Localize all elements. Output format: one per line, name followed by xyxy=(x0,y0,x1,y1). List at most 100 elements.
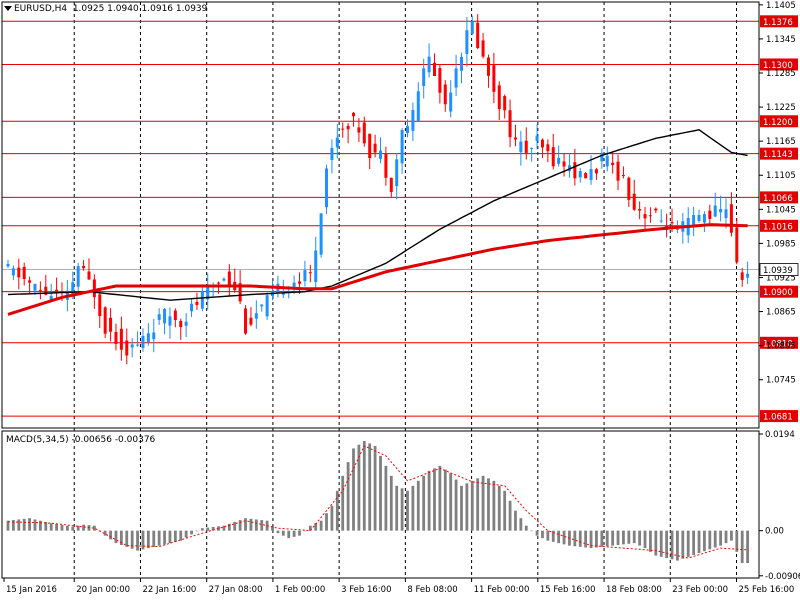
macd-histogram-bar xyxy=(22,518,26,531)
macd-histogram-bar xyxy=(708,530,712,550)
candle-body xyxy=(6,263,10,267)
macd-histogram-bar xyxy=(125,530,129,547)
time-tick-label: 15 Feb 16:00 xyxy=(540,585,596,595)
candle-body xyxy=(719,208,723,213)
level-tag xyxy=(760,410,798,423)
price-axis: 1.1376 1.1300 1.1200 1.1143 1.1066 1.1016 1.09… xyxy=(759,1,800,582)
macd-histogram-bar xyxy=(535,530,539,536)
candle-body xyxy=(422,68,426,86)
candle-body xyxy=(254,313,258,319)
macd-histogram-bar xyxy=(82,524,85,531)
macd-histogram-bar xyxy=(330,505,334,531)
candle-body xyxy=(109,317,113,332)
macd-histogram-bar xyxy=(141,530,145,550)
candle-body xyxy=(184,321,188,326)
candle-body xyxy=(125,340,129,356)
symbol-header: EURUSD,H4 1.0925 1.0940 1.0916 1.0939 xyxy=(14,4,208,14)
macd-histogram-bar xyxy=(622,530,625,545)
macd-header: MACD(5,34,5) -0.00656 -0.00376 xyxy=(6,435,156,445)
time-axis: 15 Jan 2016 20 Jan 00:00 22 Jan 16:00 27 Ja… xyxy=(3,578,794,595)
candle-body xyxy=(82,265,86,269)
macd-histogram-bar xyxy=(443,469,447,531)
macd-histogram-bar xyxy=(346,462,350,531)
macd-histogram-bar xyxy=(643,530,647,549)
candle-body xyxy=(49,296,53,301)
candle-body xyxy=(659,220,663,222)
macd-histogram-bar xyxy=(514,510,517,531)
macd-histogram-bar xyxy=(173,530,177,542)
macd-histogram-bar xyxy=(605,530,609,547)
macd-histogram-bar xyxy=(335,490,339,531)
candle-body xyxy=(573,162,577,179)
level-price-label: 1.1200 xyxy=(763,118,793,128)
macd-histogram-bar xyxy=(136,530,139,551)
macd-histogram-bar xyxy=(611,530,615,546)
macd-histogram-bar xyxy=(713,530,717,548)
macd-histogram-bar xyxy=(400,488,404,531)
macd-histogram-bar xyxy=(362,440,366,531)
candle-body xyxy=(432,62,436,76)
time-tick-label: 3 Feb 16:00 xyxy=(341,585,391,595)
candle-body xyxy=(373,143,377,153)
price-candles xyxy=(6,14,750,365)
macd-histogram-bar xyxy=(254,519,258,531)
macd-tick-label: 0.00 xyxy=(765,527,784,537)
macd-histogram-bar xyxy=(703,530,706,552)
candle-body xyxy=(136,344,140,346)
macd-histogram-bar xyxy=(11,520,15,531)
candle-body xyxy=(605,155,609,167)
level-tag xyxy=(760,147,798,160)
macd-histogram-bar xyxy=(227,523,231,531)
candle-body xyxy=(578,171,582,178)
candle-body xyxy=(38,289,42,291)
macd-histogram-bar xyxy=(325,513,328,531)
candle-body xyxy=(589,169,593,181)
macd-histogram-bar xyxy=(281,530,285,536)
macd-histogram-bar xyxy=(524,525,528,531)
macd-histogram-bar xyxy=(573,530,577,547)
macd-histogram-bar xyxy=(190,530,193,535)
macd-histogram-bar xyxy=(454,479,458,531)
macd-histogram-bar xyxy=(665,530,669,559)
level-price-label: 1.0681 xyxy=(763,413,793,423)
candle-body xyxy=(130,344,134,348)
candle-body xyxy=(217,282,221,284)
candle-body xyxy=(346,125,350,130)
candle-body xyxy=(168,316,172,326)
candle-body xyxy=(648,215,652,217)
candle-body xyxy=(292,282,296,287)
macd-histogram-bar xyxy=(519,518,523,531)
level-price-label: 1.1016 xyxy=(763,222,793,232)
candle-body xyxy=(411,110,415,131)
candle-body xyxy=(341,128,345,130)
macd-histogram-bar xyxy=(276,530,280,534)
macd-histogram-bar xyxy=(659,530,663,557)
candle-body xyxy=(465,30,469,54)
macd-histogram-bar xyxy=(28,518,31,531)
macd-histogram-bar xyxy=(676,530,679,561)
time-tick-label: 20 Jan 00:00 xyxy=(76,585,130,595)
candle-body xyxy=(524,140,528,153)
candle-body xyxy=(519,141,523,153)
level-tag xyxy=(760,115,798,128)
macd-histogram-bar xyxy=(341,475,345,531)
candle-body xyxy=(638,209,642,211)
macd-histogram-bar xyxy=(303,530,307,532)
macd-histogram-bar xyxy=(697,530,701,554)
candle-body xyxy=(708,210,712,219)
candle-body xyxy=(594,169,598,174)
level-tag xyxy=(760,15,798,28)
candle-body xyxy=(395,159,399,187)
macd-histogram-bar xyxy=(541,530,544,539)
candle-body xyxy=(486,57,490,76)
candle-body xyxy=(352,112,356,117)
symbol-dropdown-icon[interactable] xyxy=(4,6,12,11)
candle-body xyxy=(92,279,96,298)
macd-histogram-bar xyxy=(384,465,388,531)
macd-histogram-bar xyxy=(211,526,215,531)
candle-body xyxy=(670,222,674,224)
candle-body xyxy=(492,65,496,92)
price-tick-label: 1.0745 xyxy=(766,376,796,386)
macd-histogram-bar xyxy=(114,530,118,544)
